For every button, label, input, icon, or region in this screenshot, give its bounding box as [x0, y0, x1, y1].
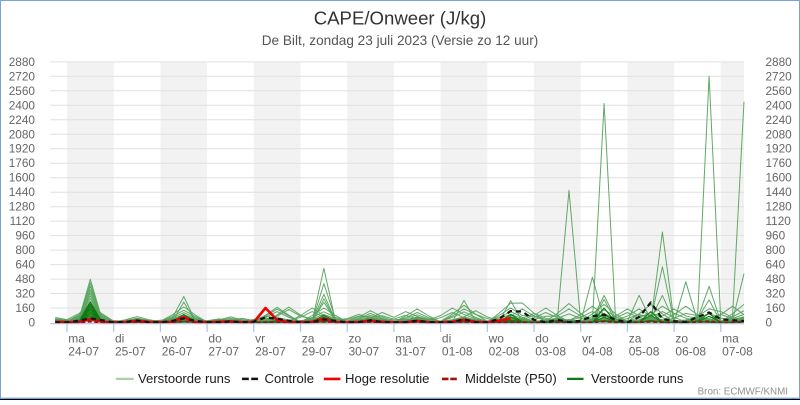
svg-text:wo: wo [161, 332, 178, 346]
svg-text:160: 160 [766, 301, 786, 315]
svg-text:za: za [629, 332, 642, 346]
svg-text:2400: 2400 [766, 98, 793, 112]
svg-text:vr: vr [582, 332, 592, 346]
svg-text:1760: 1760 [9, 156, 36, 170]
svg-text:06-08: 06-08 [675, 345, 706, 359]
svg-text:2560: 2560 [766, 84, 793, 98]
svg-text:25-07: 25-07 [115, 345, 146, 359]
svg-text:1120: 1120 [766, 214, 792, 228]
svg-text:1120: 1120 [10, 214, 36, 228]
svg-text:2400: 2400 [9, 98, 36, 112]
svg-text:Hoge resolutie: Hoge resolutie [345, 371, 429, 386]
svg-text:Verstoorde runs: Verstoorde runs [591, 371, 684, 386]
svg-text:2080: 2080 [766, 127, 793, 141]
svg-text:800: 800 [15, 243, 35, 257]
svg-text:2720: 2720 [9, 69, 36, 83]
svg-text:160: 160 [15, 301, 35, 315]
svg-text:do: do [208, 332, 222, 346]
svg-text:640: 640 [766, 258, 786, 272]
svg-text:320: 320 [766, 287, 786, 301]
svg-text:Middelste (P50): Middelste (P50) [465, 371, 557, 386]
svg-text:1760: 1760 [766, 156, 793, 170]
svg-text:800: 800 [766, 243, 786, 257]
svg-text:28-07: 28-07 [255, 345, 286, 359]
svg-text:30-07: 30-07 [349, 345, 380, 359]
svg-text:ma: ma [722, 332, 739, 346]
svg-text:2080: 2080 [9, 127, 36, 141]
svg-text:03-08: 03-08 [535, 345, 566, 359]
svg-text:1440: 1440 [9, 185, 36, 199]
svg-text:1920: 1920 [766, 142, 793, 156]
svg-text:960: 960 [15, 229, 35, 243]
svg-text:De Bilt, zondag 23 juli 2023 (: De Bilt, zondag 23 juli 2023 (Versie zo … [262, 33, 539, 48]
svg-text:0: 0 [28, 316, 35, 330]
svg-text:02-08: 02-08 [489, 345, 520, 359]
svg-text:2240: 2240 [766, 113, 793, 127]
svg-text:960: 960 [766, 229, 786, 243]
svg-text:480: 480 [15, 272, 35, 286]
svg-text:05-08: 05-08 [629, 345, 660, 359]
svg-text:1280: 1280 [9, 200, 36, 214]
svg-text:vr: vr [255, 332, 265, 346]
svg-text:zo: zo [675, 332, 688, 346]
svg-text:2720: 2720 [766, 69, 793, 83]
svg-text:1440: 1440 [766, 185, 793, 199]
svg-text:Verstoorde runs: Verstoorde runs [138, 371, 231, 386]
svg-text:01-08: 01-08 [442, 345, 473, 359]
svg-text:2880: 2880 [766, 55, 793, 69]
svg-text:di: di [442, 332, 451, 346]
svg-text:wo: wo [488, 332, 505, 346]
svg-text:320: 320 [15, 287, 35, 301]
svg-text:480: 480 [766, 272, 786, 286]
svg-text:1600: 1600 [766, 171, 793, 185]
svg-text:26-07: 26-07 [162, 345, 193, 359]
svg-text:2240: 2240 [9, 113, 36, 127]
svg-text:CAPE/Onweer (J/kg): CAPE/Onweer (J/kg) [314, 8, 487, 29]
svg-text:24-07: 24-07 [68, 345, 99, 359]
svg-text:za: za [302, 332, 315, 346]
svg-text:ma: ma [68, 332, 85, 346]
svg-text:0: 0 [766, 316, 773, 330]
svg-text:do: do [535, 332, 549, 346]
svg-text:04-08: 04-08 [582, 345, 613, 359]
svg-text:27-07: 27-07 [208, 345, 239, 359]
svg-text:zo: zo [349, 332, 362, 346]
svg-text:640: 640 [15, 258, 35, 272]
svg-text:31-07: 31-07 [395, 345, 426, 359]
svg-text:ma: ma [395, 332, 412, 346]
svg-text:07-08: 07-08 [722, 345, 753, 359]
svg-text:Controle: Controle [265, 371, 315, 386]
svg-text:29-07: 29-07 [302, 345, 333, 359]
svg-text:2880: 2880 [9, 55, 36, 69]
svg-text:2560: 2560 [9, 84, 36, 98]
svg-text:1600: 1600 [9, 171, 36, 185]
svg-text:di: di [115, 332, 124, 346]
svg-text:1920: 1920 [9, 142, 36, 156]
svg-text:Bron: ECMWF/KNMI: Bron: ECMWF/KNMI [698, 387, 788, 398]
svg-text:1280: 1280 [766, 200, 793, 214]
